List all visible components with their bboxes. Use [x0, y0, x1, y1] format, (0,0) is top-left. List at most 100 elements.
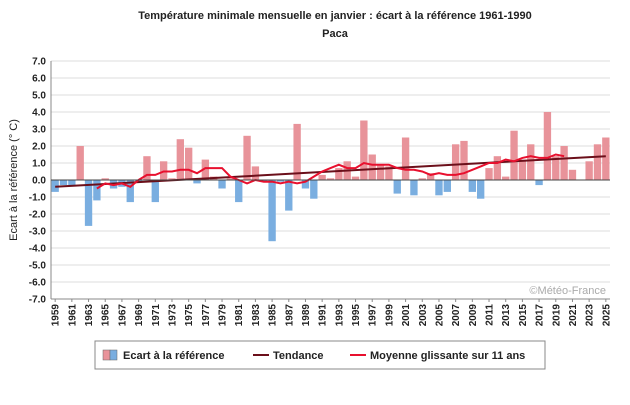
x-tick-label: 2015 [518, 304, 529, 327]
x-tick-label: 1995 [351, 304, 362, 327]
x-tick-label: 1993 [334, 304, 345, 327]
x-tick-label: 1981 [234, 304, 245, 327]
y-tick-label: 6.0 [32, 74, 46, 85]
x-tick-label: 1969 [134, 304, 145, 327]
x-tick-label: 2011 [485, 304, 496, 326]
bar [251, 166, 260, 180]
x-tick-label: 2009 [468, 304, 479, 327]
x-tick-label: 2013 [501, 304, 512, 327]
bar [535, 180, 543, 186]
bar [101, 178, 109, 180]
bar [468, 180, 477, 192]
bar [493, 156, 502, 180]
bar [151, 180, 159, 203]
x-tick-label: 2023 [585, 304, 596, 327]
y-tick-label: -2.0 [29, 210, 47, 221]
y-tick-label: -3.0 [29, 227, 47, 238]
y-tick-label: -5.0 [29, 261, 47, 272]
bar [301, 180, 310, 189]
bar [318, 174, 326, 180]
bar [68, 180, 76, 186]
bar [368, 154, 376, 180]
x-tick-label: 1971 [151, 304, 162, 327]
bar [393, 180, 401, 194]
bar [527, 144, 535, 180]
y-tick-label: 2.0 [32, 142, 46, 153]
bar [59, 180, 68, 186]
bar [451, 144, 460, 180]
bar [226, 178, 235, 180]
bar [518, 159, 527, 180]
y-tick-label: -1.0 [29, 193, 47, 204]
bar [76, 146, 84, 180]
x-tick-label: 1985 [268, 304, 279, 327]
bar [335, 168, 343, 180]
x-tick-label: 1959 [51, 304, 62, 327]
bar [418, 178, 426, 180]
bar [293, 123, 301, 180]
bar [485, 168, 493, 180]
bar [276, 180, 285, 182]
x-tick-label: 1989 [301, 304, 312, 327]
bar [168, 178, 176, 180]
y-tick-label: 3.0 [32, 125, 46, 136]
bar [351, 176, 360, 180]
bar [93, 180, 101, 201]
bar [285, 180, 293, 211]
x-tick-label: 2019 [551, 304, 562, 327]
y-tick-label: -7.0 [29, 295, 47, 306]
y-tick-label: -6.0 [29, 278, 47, 289]
bar [410, 180, 418, 196]
chart-title: Température minimale mensuelle en janvie… [138, 10, 532, 22]
bar [218, 180, 226, 189]
watermark: ©Météo-France [529, 285, 606, 297]
y-tick-label: 5.0 [32, 91, 46, 102]
bar [360, 120, 368, 180]
y-tick-label: -4.0 [29, 244, 47, 255]
bar [552, 156, 560, 180]
x-tick-label: 2021 [568, 304, 579, 327]
legend-label: Moyenne glissante sur 11 ans [370, 350, 525, 362]
bar [426, 173, 435, 180]
bar [401, 137, 410, 180]
x-tick-label: 2007 [451, 304, 462, 327]
legend-swatch [109, 349, 118, 361]
y-axis-label: Ecart à la référence (° C) [8, 119, 20, 241]
x-tick-label: 2017 [535, 304, 546, 327]
bar [460, 140, 468, 180]
x-tick-label: 2001 [401, 304, 412, 327]
bar [543, 112, 552, 180]
bar [560, 146, 568, 180]
bar [502, 176, 510, 180]
chart-subtitle: Paca [322, 28, 349, 40]
line [96, 153, 565, 190]
legend-swatch [102, 349, 111, 361]
bar [477, 180, 485, 199]
x-tick-label: 2005 [434, 304, 445, 327]
bar [443, 180, 451, 192]
bar [310, 180, 318, 199]
x-tick-label: 1975 [184, 304, 195, 327]
x-tick-label: 1979 [218, 304, 229, 327]
bar [193, 180, 201, 184]
y-tick-label: 4.0 [32, 108, 46, 119]
x-tick-label: 2025 [601, 304, 612, 327]
x-tick-label: 1983 [251, 304, 262, 327]
x-tick-label: 1967 [117, 304, 128, 327]
x-tick-label: 1961 [67, 304, 78, 327]
x-tick-label: 1965 [101, 304, 112, 327]
bar [568, 169, 577, 180]
x-tick-label: 1973 [167, 304, 178, 327]
bar [235, 180, 243, 203]
bar [201, 159, 210, 180]
bar [84, 180, 93, 226]
bar [376, 164, 385, 180]
bar [243, 135, 251, 180]
bar [176, 139, 184, 180]
x-tick-label: 1963 [84, 304, 95, 327]
bar [435, 180, 443, 196]
bar [143, 156, 151, 180]
x-tick-label: 1977 [201, 304, 212, 327]
y-tick-label: 7.0 [32, 57, 46, 68]
